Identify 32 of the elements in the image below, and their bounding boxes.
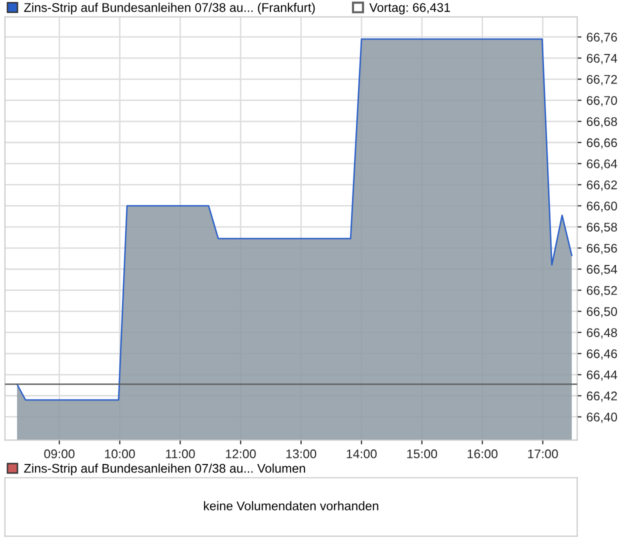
x-tick-label: 16:00 <box>468 449 498 458</box>
y-tick-label: 66,46 <box>586 349 617 360</box>
y-tick-label: 66,62 <box>586 180 617 191</box>
legend-label: Zins-Strip auf Bundesanleihen 07/38 au... Volumen <box>24 464 306 476</box>
x-tick-label: 15:00 <box>407 449 438 458</box>
y-tick-label: 66,58 <box>586 222 617 234</box>
y-tick-label: 66,54 <box>586 264 618 276</box>
y-tick-label: 66,76 <box>586 32 617 44</box>
text: keine Volumendaten vorhanden <box>204 501 378 510</box>
y-tick-label: 66,42 <box>586 392 617 402</box>
y-tick-label: 66,50 <box>586 307 618 318</box>
x-tick-label: 11:00 <box>166 449 195 458</box>
y-tick-label: 66,44 <box>586 370 618 381</box>
y-tick-label: 66,74 <box>586 54 618 64</box>
y-tick-label: 66,70 <box>586 96 618 106</box>
legend-label: Vortag: 66,431 <box>369 3 450 14</box>
y-tick-label: 66,48 <box>586 328 617 339</box>
y-tick-label: 66,40 <box>586 412 618 423</box>
y-tick-label: 66,72 <box>586 74 617 86</box>
y-tick-label: 66,68 <box>586 117 617 128</box>
x-tick-label: 13:00 <box>286 449 316 458</box>
x-tick-label: 09:00 <box>44 449 74 458</box>
x-tick-label: 14:00 <box>346 449 377 458</box>
y-tick-label: 66,66 <box>586 138 617 149</box>
y-tick-label: 66,52 <box>586 286 617 296</box>
y-tick-label: 66,60 <box>586 202 618 212</box>
x-tick-label: 10:00 <box>105 449 135 458</box>
legend-label: Zins-Strip auf Bundesanleihen 07/38 au... (Frankfurt) <box>24 2 315 14</box>
x-tick-label: 12:00 <box>226 449 256 458</box>
y-tick-label: 66,56 <box>586 244 617 254</box>
y-tick-label: 66,64 <box>586 159 618 170</box>
x-tick-label: 17:00 <box>528 449 558 458</box>
